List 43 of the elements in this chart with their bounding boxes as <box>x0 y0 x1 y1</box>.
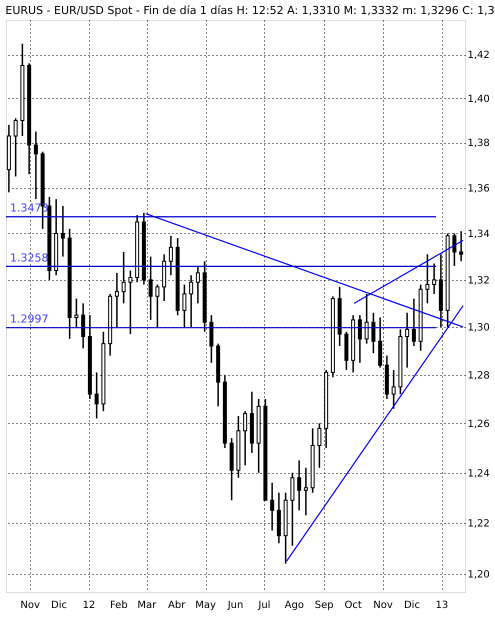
y-tick-label: 1,28 <box>468 370 490 382</box>
candlestick <box>74 298 78 328</box>
x-tick-label: Dic <box>404 600 420 611</box>
x-tick-label: Oct <box>344 600 362 611</box>
x-tick-label: Feb <box>110 600 128 611</box>
ref-line-label: 1.2997 <box>10 312 48 326</box>
candlestick <box>155 284 160 328</box>
y-tick-label: 1,30 <box>468 322 490 334</box>
candlestick <box>114 272 119 328</box>
y-tick-label: 1,20 <box>468 569 490 580</box>
y-tick-label: 1,24 <box>468 468 490 480</box>
candlestick <box>412 298 416 347</box>
x-tick-label: Ago <box>284 600 304 611</box>
y-tick-label: 1,22 <box>468 518 490 530</box>
y-tick-label: 1,26 <box>468 418 490 430</box>
y-tick-label: 1,36 <box>468 183 490 194</box>
y-tick-label: 1,42 <box>468 50 490 62</box>
y-tick-label: 1,40 <box>468 94 490 105</box>
x-tick-label: May <box>195 600 216 611</box>
x-tick-label: Dic <box>51 600 68 611</box>
candlestick <box>405 312 410 368</box>
x-tick-label: Nov <box>20 600 40 611</box>
chart-title: EURUS - EUR/USD Spot - Fin de día 1 días H: 12:52 A: 1,3310 M: 1,3332 m: 1,3296 C: 1,3 <box>5 4 495 17</box>
candlestick <box>182 284 186 328</box>
candlestick <box>94 372 99 420</box>
candlestick <box>81 302 86 350</box>
candlestick <box>364 293 369 344</box>
candlestick <box>358 314 362 364</box>
x-tick-label: 12 <box>82 600 96 611</box>
x-tick-label: Mar <box>137 600 158 611</box>
candlestick <box>459 230 464 262</box>
y-tick-label: 1,34 <box>468 228 490 240</box>
x-tick-label: 13 <box>435 600 448 611</box>
candlestick <box>209 314 214 364</box>
x-tick-label: Jun <box>226 600 244 611</box>
candlestick <box>371 312 376 354</box>
y-tick-label: 1,38 <box>468 138 490 150</box>
x-tick-label: Jul <box>257 600 270 611</box>
candlestick <box>168 235 173 276</box>
y-tick-label: 1,32 <box>468 275 490 286</box>
x-tick-label: Sep <box>314 600 334 611</box>
x-tick-label: Nov <box>373 600 393 611</box>
x-tick-label: Abr <box>168 600 186 611</box>
